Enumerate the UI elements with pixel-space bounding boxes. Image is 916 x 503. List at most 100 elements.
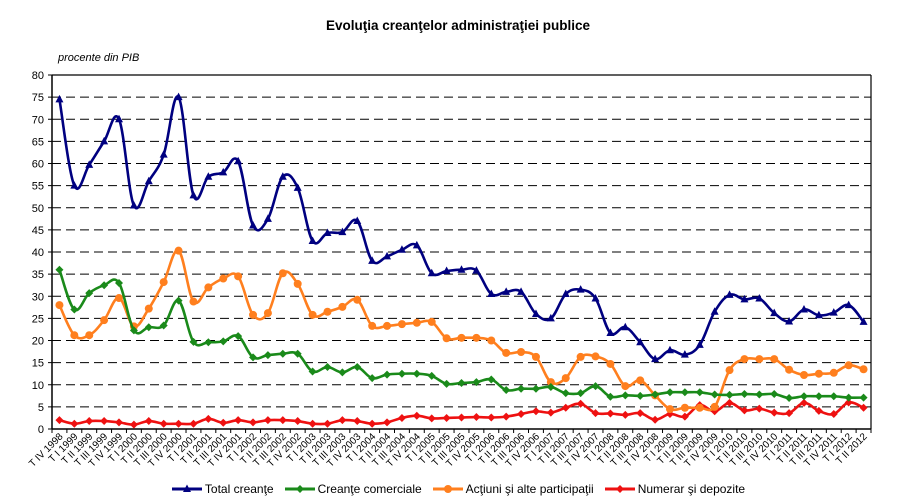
data-point (517, 384, 526, 393)
data-point (517, 409, 526, 418)
data-point (814, 392, 823, 401)
data-point (427, 268, 436, 277)
data-point (383, 321, 392, 330)
data-point (680, 350, 689, 358)
data-point (100, 281, 109, 290)
data-point (546, 378, 555, 387)
data-point (234, 272, 243, 281)
data-point (770, 390, 779, 399)
y-tick-label: 20 (32, 336, 44, 348)
y-tick-labels: 0 5 10 15 20 25 30 35 40 45 50 55 60 65 70 75 80 (32, 70, 44, 436)
data-point (249, 310, 258, 319)
data-point (740, 390, 749, 399)
data-point (636, 409, 645, 418)
data-point (70, 331, 79, 340)
data-point (665, 405, 674, 414)
data-point (278, 349, 287, 358)
y-tick-label: 30 (32, 291, 44, 303)
data-point (487, 375, 496, 384)
data-point (323, 419, 332, 428)
data-point (561, 403, 570, 412)
data-point (740, 406, 749, 415)
data-point (546, 382, 555, 391)
data-point (785, 316, 794, 325)
data-point (353, 363, 362, 372)
data-point (740, 355, 749, 364)
data-point (308, 236, 317, 244)
data-point (129, 326, 138, 335)
data-point (785, 409, 794, 418)
data-point (219, 418, 228, 427)
legend-label: Total creanţe (204, 482, 274, 496)
data-point (189, 297, 198, 306)
y-tick-label: 70 (32, 114, 44, 126)
data-point (129, 201, 138, 209)
data-point (487, 289, 496, 298)
data-point (621, 322, 630, 331)
y-axis-unit-label: procente din PIB (58, 52, 140, 64)
data-point (665, 345, 674, 354)
data-point (531, 384, 540, 393)
y-tick-label: 80 (32, 70, 44, 82)
data-point (353, 295, 362, 304)
data-point (278, 269, 287, 278)
data-point (55, 416, 64, 425)
data-point (725, 366, 734, 375)
data-point (651, 390, 660, 399)
data-point (144, 304, 153, 313)
data-point (829, 308, 838, 316)
data-point (412, 411, 421, 420)
data-point (368, 256, 377, 264)
data-point (144, 417, 153, 426)
data-point (621, 382, 630, 391)
data-point (695, 388, 704, 397)
data-point (70, 419, 79, 428)
data-point (755, 404, 764, 413)
y-tick-label: 75 (32, 92, 44, 104)
data-point (591, 352, 600, 361)
data-point (308, 310, 317, 319)
data-point (502, 287, 511, 295)
data-point (115, 114, 124, 123)
data-point (323, 363, 332, 372)
data-point (338, 416, 347, 425)
data-point (472, 413, 481, 422)
data-point (397, 413, 406, 422)
data-point (859, 317, 868, 325)
series-numerar-si-depozite (55, 398, 868, 429)
data-point (814, 406, 823, 415)
data-point (755, 293, 764, 302)
data-point (323, 228, 332, 236)
y-tick-label: 15 (32, 358, 44, 370)
data-point (785, 365, 794, 374)
data-point (457, 333, 466, 342)
data-point (234, 332, 243, 341)
data-point (174, 92, 183, 101)
data-point (85, 417, 94, 426)
data-point (115, 278, 124, 287)
data-point (55, 265, 64, 274)
data-point (755, 390, 764, 399)
y-tick-label: 60 (32, 159, 44, 171)
data-point (829, 409, 838, 418)
data-point (55, 94, 64, 103)
data-point (368, 374, 377, 383)
data-point (651, 415, 660, 424)
data-point (85, 160, 94, 168)
data-point (100, 136, 109, 145)
series-actiuni-si-alte-participatii (55, 246, 868, 414)
data-point (636, 376, 645, 385)
data-point (606, 392, 615, 401)
data-point (278, 172, 287, 180)
data-point (859, 393, 868, 402)
data-point (129, 420, 138, 429)
data-point (710, 390, 719, 399)
data-point (770, 408, 779, 417)
data-point (159, 321, 168, 330)
y-tick-label: 65 (32, 136, 44, 148)
data-point (531, 309, 540, 317)
data-point (844, 361, 853, 370)
data-point (353, 216, 362, 225)
